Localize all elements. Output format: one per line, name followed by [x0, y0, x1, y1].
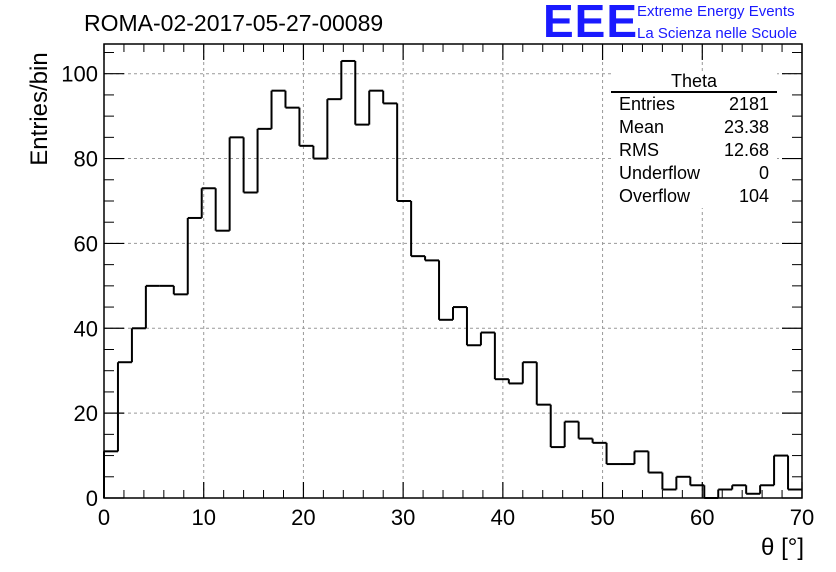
stats-row-rms: RMS 12.68 [611, 139, 777, 162]
x-axis-label: θ [°] [761, 534, 804, 561]
y-tick-label: 80 [74, 147, 98, 172]
x-tick-label: 60 [690, 505, 714, 530]
stats-value: 0 [758, 163, 769, 183]
stats-value: 104 [738, 186, 769, 206]
stats-label: Mean [619, 117, 665, 137]
stats-label: Entries [619, 94, 676, 114]
stats-title: Theta [611, 72, 777, 93]
logo-caption-line2: La Scienza nelle Scuole [637, 25, 798, 42]
stats-value: 23.38 [723, 117, 769, 137]
x-tick-label: 30 [391, 505, 415, 530]
stats-row-mean: Mean 23.38 [611, 116, 777, 139]
y-tick-label: 0 [86, 486, 98, 511]
x-tick-label: 70 [790, 505, 814, 530]
stats-row-overflow: Overflow 104 [611, 185, 777, 208]
x-tick-label: 10 [191, 505, 215, 530]
y-tick-label: 60 [74, 231, 98, 256]
stats-label: Underflow [619, 163, 701, 183]
x-tick-label: 50 [590, 505, 614, 530]
x-tick-label: 20 [291, 505, 315, 530]
eee-logo: EEE [543, 0, 639, 47]
plot-frame [103, 43, 803, 499]
x-tick-label: 40 [491, 505, 515, 530]
stats-box: Theta Entries 2181 Mean 23.38 RMS 12.68 … [611, 72, 777, 208]
logo-caption-line1: Extreme Energy Events [637, 3, 795, 20]
y-tick-label: 20 [74, 401, 98, 426]
x-tick-label: 0 [98, 505, 110, 530]
y-axis-label: Entries/bin [26, 52, 53, 166]
stats-value: 2181 [728, 94, 769, 114]
stats-label: Overflow [619, 186, 691, 206]
stats-row-entries: Entries 2181 [611, 93, 777, 116]
stats-row-underflow: Underflow 0 [611, 162, 777, 185]
stats-value: 12.68 [723, 140, 769, 160]
stats-label: RMS [619, 140, 659, 160]
run-title: ROMA-02-2017-05-27-00089 [84, 10, 384, 36]
y-tick-label: 40 [74, 316, 98, 341]
y-tick-label: 100 [61, 62, 98, 87]
